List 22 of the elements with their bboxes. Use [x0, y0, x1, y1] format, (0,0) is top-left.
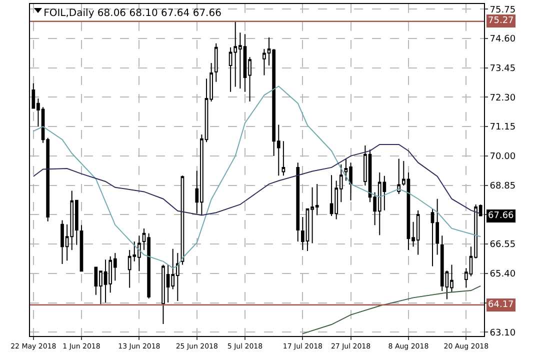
ref-line-label: 75.27	[488, 16, 514, 26]
chart-title: FOIL,Daily 68.06 68.10 67.64 67.66	[44, 8, 222, 19]
y-tick-label: 68.85	[490, 181, 516, 192]
candlestick	[214, 42, 218, 82]
y-tick-label: 73.45	[490, 64, 516, 74]
y-tick-label: 66.55	[490, 240, 516, 250]
line-series	[32, 86, 482, 269]
y-tick-label: 63.10	[490, 328, 516, 338]
candlestick	[296, 162, 300, 242]
candlestick	[282, 140, 286, 176]
line-series	[302, 285, 482, 334]
y-tick-label: 71.15	[490, 122, 516, 133]
y-tick-label: 74.60	[490, 34, 516, 45]
candlestick	[397, 158, 401, 195]
y-tick-label: 70.00	[490, 152, 516, 162]
line-series	[32, 144, 482, 216]
annotation: 67.66	[488, 211, 514, 221]
candlestick	[80, 224, 84, 272]
y-tick-label: 75.75	[490, 5, 516, 16]
y-tick-label: 65.40	[490, 270, 516, 280]
ref-line-label: 64.17	[488, 300, 514, 310]
y-tick-label: 72.30	[490, 93, 516, 104]
